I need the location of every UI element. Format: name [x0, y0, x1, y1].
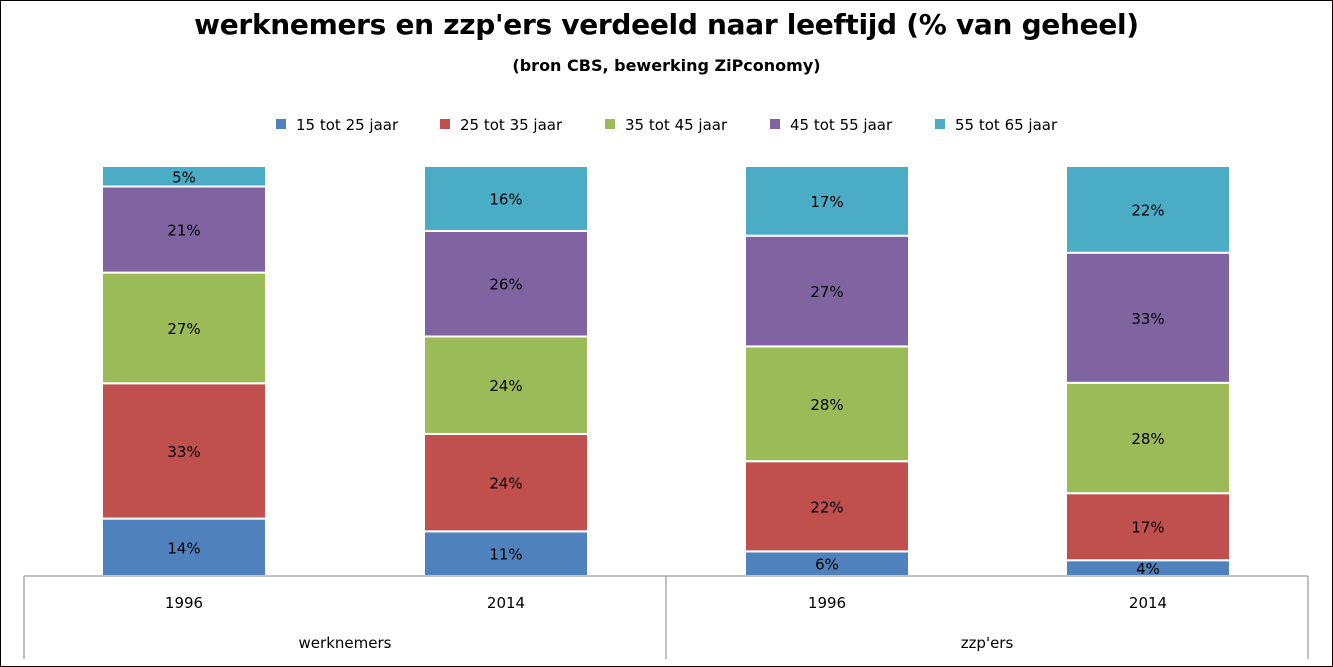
- legend-swatch: [770, 119, 780, 129]
- bars: 14% 33% 27% 21% 5% 11% 24% 24% 26% 16% 6% 22% 28% 27%…: [101, 165, 1231, 578]
- group-label: zzp'ers: [961, 634, 1014, 652]
- data-label: 27%: [810, 283, 843, 301]
- legend-item: 55 tot 65 jaar: [935, 116, 1058, 134]
- data-label: 22%: [1131, 201, 1164, 219]
- bar-segment: [423, 165, 589, 232]
- bar-segment: [423, 335, 589, 435]
- category-tick-label: 2014: [487, 594, 525, 612]
- legend-swatch: [605, 119, 615, 129]
- data-label: 16%: [489, 190, 522, 208]
- bar-segment: [101, 165, 267, 188]
- legend-label: 55 tot 65 jaar: [955, 116, 1058, 134]
- bar-segment: [744, 460, 910, 553]
- category-tick-label: 2014: [1129, 594, 1167, 612]
- data-label: 24%: [489, 377, 522, 395]
- data-label: 4%: [1136, 560, 1160, 578]
- legend-label: 45 tot 55 jaar: [790, 116, 893, 134]
- bar-stack: 4% 17% 28% 33% 22%: [1065, 165, 1231, 578]
- bar-segment: [101, 271, 267, 385]
- category-tick-label: 1996: [165, 594, 203, 612]
- bar-stack: 11% 24% 24% 26% 16%: [423, 165, 589, 578]
- legend-label: 25 tot 35 jaar: [460, 116, 563, 134]
- data-label: 27%: [167, 320, 200, 338]
- legend: 15 tot 25 jaar 25 tot 35 jaar 35 tot 45 ja…: [276, 116, 1058, 134]
- bar-segment: [101, 185, 267, 274]
- legend-item: 15 tot 25 jaar: [276, 116, 399, 134]
- data-label: 33%: [167, 443, 200, 461]
- category-axis: 1996 2014 1996 2014 werknemers zzp'ers: [23, 575, 1309, 659]
- bar-segment: [101, 382, 267, 520]
- data-label: 33%: [1131, 310, 1164, 328]
- chart-title: werknemers en zzp'ers verdeeld naar leef…: [194, 8, 1139, 41]
- bar-segment: [744, 550, 910, 578]
- bar-segment: [744, 345, 910, 463]
- legend-item: 45 tot 55 jaar: [770, 116, 893, 134]
- data-label: 11%: [489, 546, 522, 564]
- bar-segment: [423, 432, 589, 533]
- data-label: 17%: [1131, 519, 1164, 537]
- bar-segment: [423, 229, 589, 338]
- data-label: 28%: [1131, 430, 1164, 448]
- data-label: 5%: [172, 168, 196, 186]
- data-label: 21%: [167, 222, 200, 240]
- legend-swatch: [276, 119, 286, 129]
- legend-swatch: [935, 119, 945, 129]
- chart-subtitle: (bron CBS, bewerking ZiPconomy): [512, 56, 821, 75]
- data-label: 24%: [489, 475, 522, 493]
- legend-label: 15 tot 25 jaar: [296, 116, 399, 134]
- data-label: 14%: [167, 539, 200, 557]
- legend-item: 35 tot 45 jaar: [605, 116, 728, 134]
- bar-segment: [1065, 492, 1231, 562]
- bar-segment: [1065, 165, 1231, 254]
- category-tick-label: 1996: [808, 594, 846, 612]
- legend-label: 35 tot 45 jaar: [625, 116, 728, 134]
- data-label: 28%: [810, 396, 843, 414]
- data-label: 22%: [810, 498, 843, 516]
- bar-stack: 14% 33% 27% 21% 5%: [101, 165, 267, 577]
- data-label: 26%: [489, 276, 522, 294]
- legend-item: 25 tot 35 jaar: [440, 116, 563, 134]
- data-label: 6%: [815, 556, 839, 574]
- group-label: werknemers: [299, 634, 392, 652]
- bar-segment: [1065, 381, 1231, 495]
- bar-segment: [744, 165, 910, 237]
- bar-segment: [1065, 251, 1231, 384]
- data-label: 17%: [810, 193, 843, 211]
- bar-stack: 6% 22% 28% 27% 17%: [744, 165, 910, 578]
- legend-swatch: [440, 119, 450, 129]
- bar-segment: [744, 234, 910, 348]
